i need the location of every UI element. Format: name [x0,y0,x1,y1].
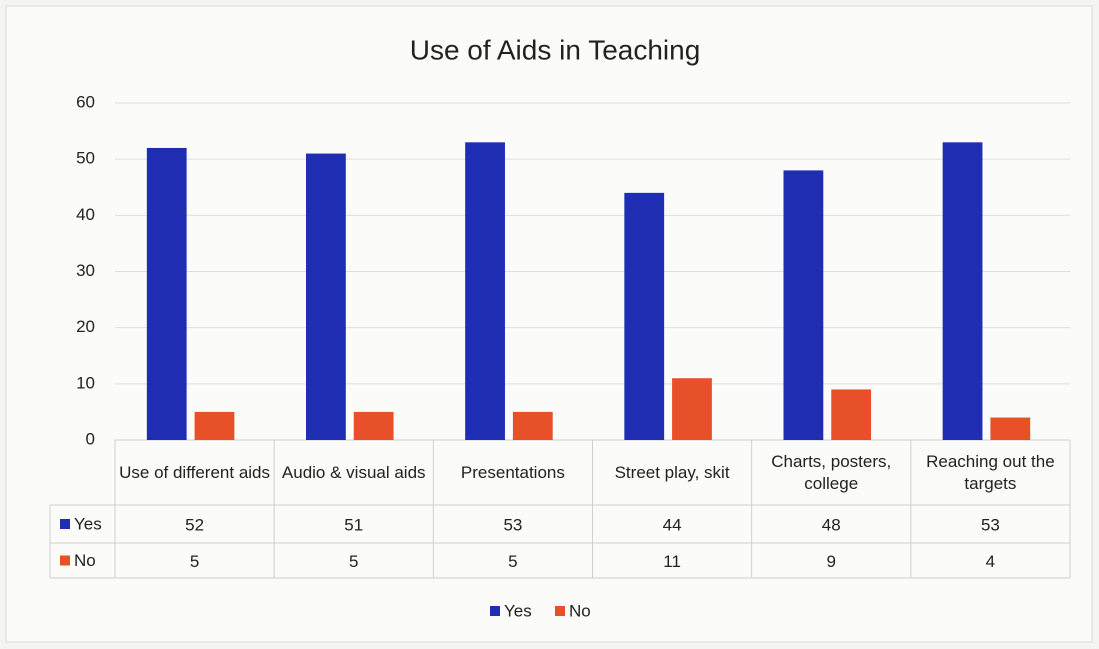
table-row-label: Yes [74,514,102,533]
bar [306,153,346,441]
bar [146,147,187,440]
x-tick-label: Reaching out the targets [926,451,1055,493]
table-value: 9 [827,552,836,571]
table-value: 4 [986,552,995,571]
bar [353,411,394,440]
y-tick-label: 40 [76,205,95,224]
x-category-cell: Presentations [460,462,565,482]
legend-label: Yes [504,601,532,620]
table-value: 11 [663,552,681,571]
table-value: 52 [185,515,204,534]
bar [465,142,505,441]
table-value: 53 [503,515,522,534]
legend-key [490,606,500,616]
legend-key [60,555,70,566]
legend-label: No [569,601,591,620]
table-value: 53 [981,515,1000,534]
table-value: 44 [663,515,682,534]
x-category-cell: Reaching out the targets [926,451,1055,493]
x-tick-label: Charts, posters, college [771,451,892,493]
x-tick-label: Street play, skit [614,462,730,482]
x-tick-label: Presentations [460,462,565,482]
bar [194,411,235,440]
bar [672,378,712,440]
table-value: 51 [344,515,363,534]
y-tick-label: 60 [76,92,95,111]
y-tick-label: 30 [76,261,95,280]
legend-key [555,606,565,616]
bar [942,142,983,441]
x-category-cell: Street play, skit [614,462,730,482]
y-tick-label: 10 [76,373,95,392]
bar [783,170,824,440]
bar [624,192,665,440]
y-tick-label: 0 [86,429,95,448]
chart-title: Use of Aids in Teaching [410,34,701,65]
x-category-cell: Audio & visual aids [281,462,426,482]
y-tick-label: 20 [76,317,95,336]
x-category-cell: Charts, posters, college [771,451,892,493]
table-value: 5 [508,552,517,571]
x-tick-label: Audio & visual aids [281,462,426,482]
table-row-label: No [74,551,96,570]
bar [831,389,872,440]
table-value: 48 [822,515,841,534]
legend-key [60,519,70,529]
x-category-cell: Use of different aids [119,462,271,482]
y-tick-label: 50 [76,149,95,168]
bar [990,417,1031,440]
x-tick-label: Use of different aids [119,462,271,482]
table-value: 5 [349,552,358,571]
bar [512,411,553,440]
table-value: 5 [190,552,199,571]
